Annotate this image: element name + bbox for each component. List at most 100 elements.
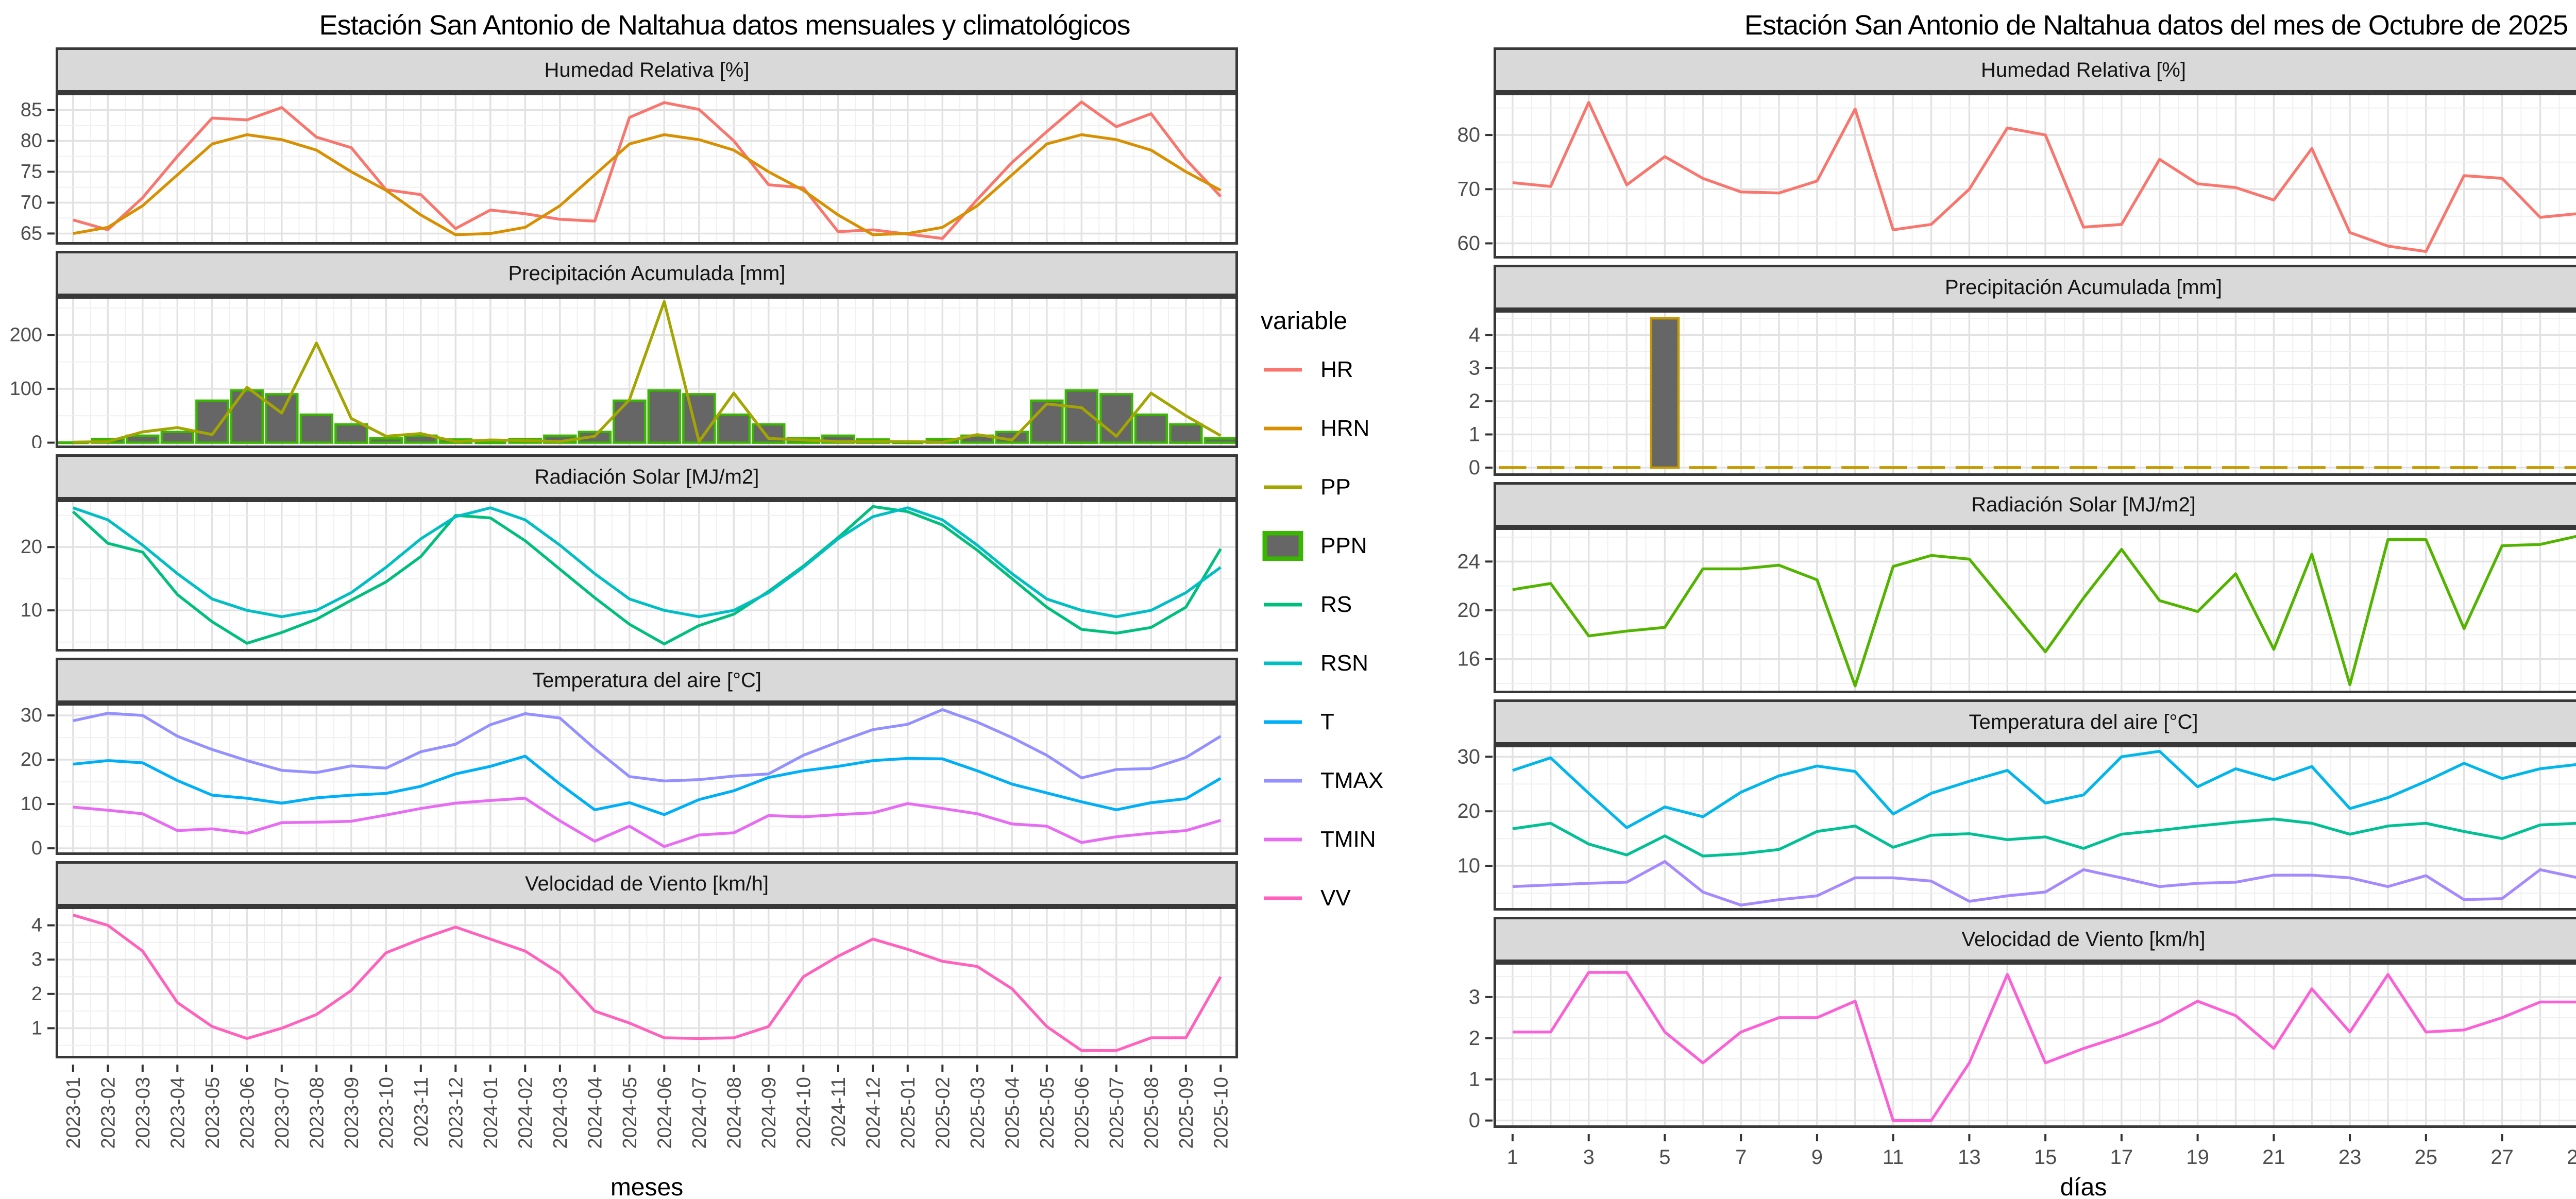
svg-text:3: 3 [1469, 357, 1480, 380]
legend-item-hr: HR [1261, 355, 1441, 385]
svg-text:25: 25 [2415, 1146, 2438, 1169]
panel-strip: Velocidad de Viento [km/h] [1494, 917, 2576, 962]
panel-strip: Humedad Relativa [%] [56, 47, 1238, 93]
panel-plot: 10 20 [21, 500, 1239, 652]
svg-text:3: 3 [1469, 986, 1480, 1008]
legend-item-t: T [1261, 707, 1441, 737]
figure-daily-plot-area: Humedad Relativa [%] 60 70 80 Precipitación … [1446, 47, 2576, 1199]
svg-text:2023-09: 2023-09 [341, 1077, 363, 1149]
svg-text:13: 13 [1958, 1146, 1981, 1169]
svg-text:75: 75 [21, 161, 42, 183]
svg-text:2025-10: 2025-10 [1211, 1077, 1232, 1149]
panel-plot: 0 1 2 3 [1469, 962, 2576, 1128]
legend-label: PPN [1320, 533, 1367, 558]
svg-text:27: 27 [2490, 1146, 2514, 1169]
panel-2: Radiación Solar [MJ/m2] 16 20 24 [1446, 482, 2576, 693]
panel-plot: 1 2 3 4 [31, 906, 1239, 1058]
panel-plot: 65 70 75 80 85 [21, 93, 1239, 245]
x-axis-title: días [2060, 1174, 2107, 1199]
panel-plot: 0 10 20 30 [21, 703, 1239, 855]
legend-item-vv: VV [1261, 883, 1441, 913]
legend-title: variable [1261, 307, 1348, 335]
svg-text:20: 20 [21, 536, 42, 558]
legend-line-swatch-icon [1264, 368, 1302, 372]
svg-text:7: 7 [1735, 1146, 1747, 1169]
legend-item-hrn: HRN [1261, 414, 1441, 443]
legend-label: TMIN [1320, 827, 1376, 852]
svg-text:5: 5 [1659, 1146, 1670, 1169]
svg-text:2023-08: 2023-08 [307, 1077, 328, 1149]
svg-text:2025-04: 2025-04 [1002, 1077, 1024, 1149]
svg-text:85: 85 [21, 99, 42, 121]
svg-text:10: 10 [1458, 854, 1481, 877]
svg-text:80: 80 [21, 130, 42, 152]
figure-daily: Estación San Antonio de Naltahua datos d… [1446, 7, 2576, 1199]
svg-text:11: 11 [1883, 1146, 1904, 1169]
svg-text:1: 1 [1507, 1146, 1518, 1169]
svg-text:2024-05: 2024-05 [619, 1077, 641, 1149]
svg-text:2023-01: 2023-01 [63, 1077, 84, 1149]
svg-text:19: 19 [2186, 1146, 2209, 1169]
legend-item-rs: RS [1261, 590, 1441, 620]
svg-text:2025-03: 2025-03 [967, 1077, 989, 1149]
figure-monthly: Estación San Antonio de Naltahua datos m… [8, 7, 1441, 1199]
svg-text:2025-07: 2025-07 [1106, 1077, 1128, 1149]
panel-3: Temperatura del aire [°C] 0 10 20 30 [8, 658, 1245, 855]
svg-text:2023-11: 2023-11 [411, 1077, 432, 1147]
svg-text:2023-02: 2023-02 [98, 1077, 120, 1149]
svg-text:23: 23 [2338, 1146, 2362, 1169]
svg-text:2024-09: 2024-09 [758, 1077, 780, 1149]
svg-text:0: 0 [1469, 456, 1480, 476]
legend-label: HR [1320, 357, 1353, 382]
legend-line-swatch-icon [1264, 485, 1302, 489]
svg-text:2025-06: 2025-06 [1072, 1077, 1093, 1149]
panel-plot: 10 20 30 [1458, 745, 2576, 911]
panel-2: Radiación Solar [MJ/m2] 10 20 [8, 454, 1245, 652]
panel-strip: Precipitación Acumulada [mm] [1494, 265, 2576, 310]
x-axis-title: meses [610, 1174, 684, 1199]
svg-text:2023-06: 2023-06 [237, 1077, 259, 1149]
panel-strip: Radiación Solar [MJ/m2] [1494, 482, 2576, 527]
legend-label: PP [1320, 474, 1351, 500]
legend-item-rsn: RSN [1261, 648, 1441, 678]
legend-line-swatch-icon [1264, 426, 1302, 431]
svg-text:24: 24 [1458, 550, 1481, 573]
svg-text:2024-02: 2024-02 [515, 1077, 537, 1149]
svg-text:2024-01: 2024-01 [480, 1077, 502, 1149]
svg-text:65: 65 [21, 222, 42, 244]
svg-text:30: 30 [21, 705, 42, 726]
panel-plot: 0 1 2 3 4 [1469, 310, 2576, 476]
svg-text:0: 0 [31, 837, 42, 855]
svg-text:17: 17 [2110, 1146, 2133, 1169]
legend-line-swatch-icon [1264, 720, 1302, 724]
legend-item-tmin: TMIN [1261, 825, 1441, 854]
svg-text:3: 3 [31, 949, 42, 970]
svg-text:0: 0 [31, 432, 42, 449]
svg-text:1: 1 [1469, 1068, 1480, 1091]
svg-text:70: 70 [1458, 178, 1481, 200]
svg-text:20: 20 [1458, 800, 1481, 823]
svg-text:2025-08: 2025-08 [1141, 1077, 1163, 1149]
figure-monthly-plot-area: Humedad Relativa [%] 65 70 75 80 85 Precipitac… [8, 47, 1245, 1199]
panel-plot: 16 20 24 [1458, 527, 2576, 693]
legend-label: HRN [1320, 416, 1370, 441]
svg-text:2024-12: 2024-12 [863, 1077, 885, 1149]
svg-text:2025-09: 2025-09 [1176, 1077, 1197, 1149]
svg-text:2023-07: 2023-07 [272, 1077, 293, 1149]
legend-line-swatch-icon [1264, 603, 1302, 607]
svg-text:3: 3 [1583, 1146, 1595, 1169]
legend-item-tmax: TMAX [1261, 766, 1441, 796]
legend-item-pp: PP [1261, 472, 1441, 502]
legend-line-swatch-icon [1264, 779, 1302, 783]
panel-0: Humedad Relativa [%] 60 70 80 [1446, 47, 2576, 259]
svg-text:9: 9 [1811, 1146, 1823, 1169]
svg-text:4: 4 [1469, 323, 1480, 346]
svg-text:2025-02: 2025-02 [933, 1077, 954, 1149]
svg-text:2024-10: 2024-10 [793, 1077, 815, 1149]
svg-text:2023-12: 2023-12 [446, 1077, 467, 1149]
legend-line-swatch-icon [1264, 896, 1302, 900]
svg-text:4: 4 [31, 915, 42, 936]
svg-text:200: 200 [10, 324, 42, 346]
figure-monthly-legend: variable HR HRN PP PPN RS RSN T TMAX TMIN VV [1245, 47, 1441, 1199]
panel-strip: Radiación Solar [MJ/m2] [56, 454, 1238, 500]
